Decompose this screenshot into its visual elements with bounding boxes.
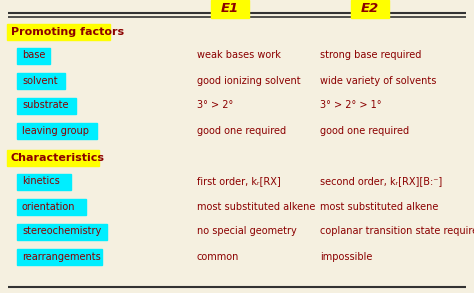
Text: impossible: impossible (320, 251, 373, 261)
Text: Promoting factors: Promoting factors (11, 27, 124, 37)
FancyBboxPatch shape (17, 47, 50, 64)
Text: most substituted alkene: most substituted alkene (197, 202, 315, 212)
FancyBboxPatch shape (17, 224, 107, 239)
Text: E1: E1 (221, 2, 239, 15)
Text: wide variety of solvents: wide variety of solvents (320, 76, 437, 86)
Text: strong base required: strong base required (320, 50, 421, 60)
Text: E2: E2 (361, 2, 379, 15)
Text: rearrangements: rearrangements (22, 251, 101, 261)
FancyBboxPatch shape (17, 198, 86, 214)
Text: base: base (22, 50, 46, 60)
FancyBboxPatch shape (17, 98, 76, 113)
Text: coplanar transition state require…: coplanar transition state require… (320, 226, 474, 236)
Text: good one required: good one required (197, 125, 286, 135)
Text: stereochemistry: stereochemistry (22, 226, 101, 236)
Text: most substituted alkene: most substituted alkene (320, 202, 438, 212)
FancyBboxPatch shape (351, 0, 389, 18)
Text: good ionizing solvent: good ionizing solvent (197, 76, 301, 86)
FancyBboxPatch shape (17, 173, 71, 190)
Text: orientation: orientation (22, 202, 75, 212)
FancyBboxPatch shape (17, 72, 65, 88)
Text: first order, kᵣ[RX]: first order, kᵣ[RX] (197, 176, 281, 187)
Text: kinetics: kinetics (22, 176, 60, 187)
Text: substrate: substrate (22, 100, 69, 110)
Text: 3° > 2°: 3° > 2° (197, 100, 233, 110)
FancyBboxPatch shape (17, 248, 102, 265)
FancyBboxPatch shape (7, 150, 100, 166)
Text: common: common (197, 251, 239, 261)
Text: Characteristics: Characteristics (11, 153, 105, 163)
FancyBboxPatch shape (7, 24, 110, 40)
FancyBboxPatch shape (211, 0, 249, 18)
Text: leaving group: leaving group (22, 125, 89, 135)
Text: second order, kᵣ[RX][B:⁻]: second order, kᵣ[RX][B:⁻] (320, 176, 442, 187)
Text: weak bases work: weak bases work (197, 50, 281, 60)
Text: no special geometry: no special geometry (197, 226, 297, 236)
Text: solvent: solvent (22, 76, 58, 86)
Text: 3° > 2° > 1°: 3° > 2° > 1° (320, 100, 382, 110)
Text: good one required: good one required (320, 125, 409, 135)
FancyBboxPatch shape (17, 122, 97, 139)
